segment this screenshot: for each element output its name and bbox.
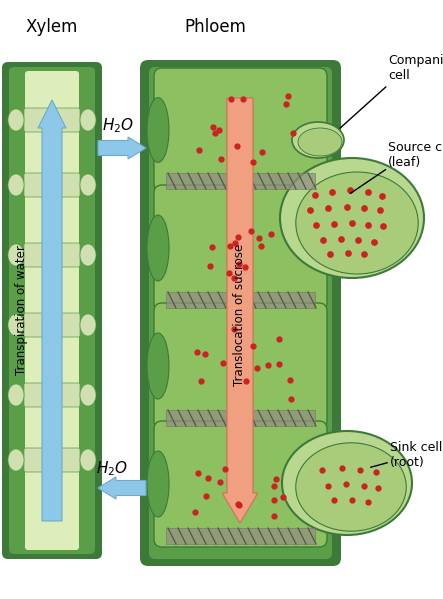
Ellipse shape: [8, 244, 24, 266]
FancyBboxPatch shape: [24, 173, 80, 197]
Ellipse shape: [280, 158, 424, 278]
Text: $H_2O$: $H_2O$: [102, 117, 134, 135]
Ellipse shape: [296, 443, 406, 531]
Ellipse shape: [296, 172, 418, 274]
FancyBboxPatch shape: [166, 173, 315, 189]
FancyArrow shape: [98, 477, 146, 499]
FancyArrow shape: [222, 98, 258, 523]
Text: Transpiration of water: Transpiration of water: [16, 245, 28, 375]
Ellipse shape: [298, 128, 342, 156]
FancyBboxPatch shape: [166, 410, 315, 426]
Ellipse shape: [147, 333, 169, 399]
FancyBboxPatch shape: [9, 67, 95, 554]
FancyArrow shape: [98, 137, 146, 159]
FancyBboxPatch shape: [25, 71, 79, 550]
FancyBboxPatch shape: [154, 185, 327, 311]
FancyBboxPatch shape: [154, 303, 327, 429]
FancyBboxPatch shape: [140, 60, 341, 566]
FancyBboxPatch shape: [149, 67, 332, 559]
FancyArrow shape: [38, 100, 66, 521]
Text: Companion
cell: Companion cell: [388, 54, 443, 82]
FancyBboxPatch shape: [154, 68, 327, 192]
FancyBboxPatch shape: [154, 421, 327, 547]
FancyBboxPatch shape: [2, 62, 102, 559]
Ellipse shape: [8, 449, 24, 471]
Ellipse shape: [147, 215, 169, 281]
Text: Sink cell
(root): Sink cell (root): [390, 441, 443, 469]
Ellipse shape: [8, 174, 24, 196]
Ellipse shape: [282, 431, 412, 535]
Ellipse shape: [80, 449, 96, 471]
Text: Translocation of sucrose: Translocation of sucrose: [233, 244, 246, 386]
Ellipse shape: [8, 314, 24, 336]
Ellipse shape: [80, 174, 96, 196]
Text: Xylem: Xylem: [26, 18, 78, 36]
FancyBboxPatch shape: [24, 383, 80, 407]
Text: Source cell
(leaf): Source cell (leaf): [388, 141, 443, 169]
Ellipse shape: [80, 384, 96, 406]
Text: $H_2O$: $H_2O$: [96, 459, 128, 479]
FancyBboxPatch shape: [24, 448, 80, 472]
Ellipse shape: [292, 122, 344, 158]
FancyBboxPatch shape: [24, 243, 80, 267]
Ellipse shape: [80, 314, 96, 336]
Ellipse shape: [147, 451, 169, 517]
Text: Phloem: Phloem: [184, 18, 246, 36]
Ellipse shape: [147, 98, 169, 162]
Ellipse shape: [8, 109, 24, 131]
Ellipse shape: [80, 109, 96, 131]
Ellipse shape: [80, 244, 96, 266]
FancyBboxPatch shape: [24, 313, 80, 337]
FancyBboxPatch shape: [166, 292, 315, 308]
Ellipse shape: [8, 384, 24, 406]
FancyBboxPatch shape: [24, 108, 80, 132]
FancyBboxPatch shape: [166, 528, 315, 544]
